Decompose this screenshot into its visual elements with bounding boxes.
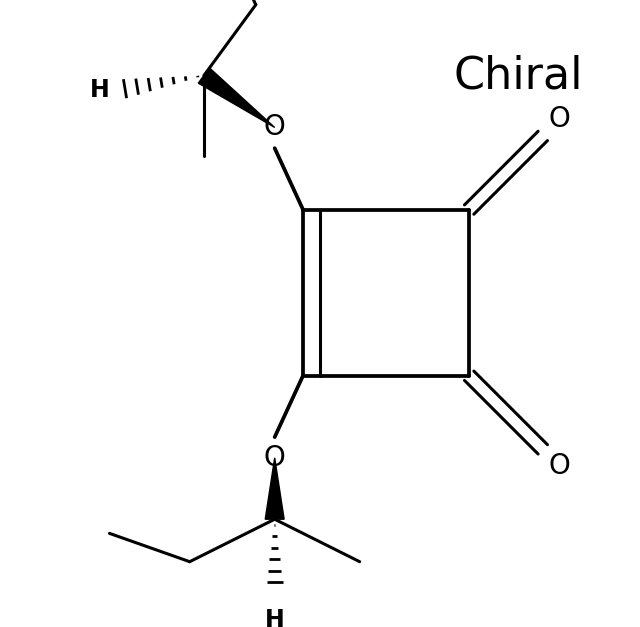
Text: O: O (549, 452, 571, 480)
Polygon shape (198, 68, 275, 127)
Text: O: O (264, 444, 285, 472)
Text: H: H (265, 608, 285, 627)
Polygon shape (265, 458, 284, 519)
Text: O: O (549, 105, 571, 133)
Text: Chiral: Chiral (454, 54, 583, 97)
Text: H: H (90, 78, 110, 102)
Text: O: O (264, 113, 285, 142)
